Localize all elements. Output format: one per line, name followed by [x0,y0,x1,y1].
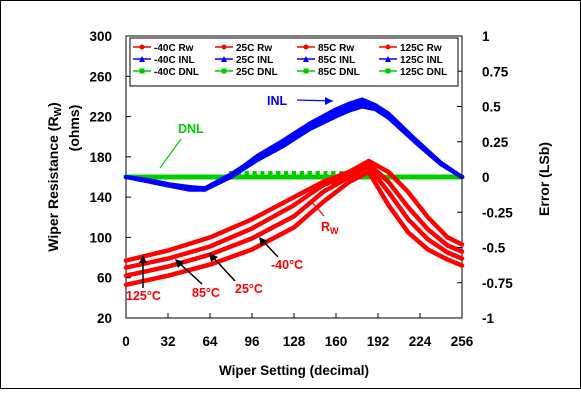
y-right-tick-label: -1 [482,311,494,326]
legend-marker [139,44,145,50]
dnl-mark [268,171,273,177]
y-left-tick-label: 140 [89,190,112,205]
legend-label-85c-inl: 85C INL [318,55,355,66]
legend-marker [139,56,145,62]
y-axis-right-title: Error (LSb) [536,142,552,216]
x-tick-label: 0 [122,334,130,349]
series-layer [123,97,465,288]
legend-marker [385,56,391,62]
legend-label-85c-dnl: 85C DNL [318,67,360,78]
annotation-temp-minus40: -40°C [271,258,303,272]
series-40c-rw [123,158,465,263]
annotation-temp-85: 85°C [192,286,220,300]
y-left-tick-label: 60 [97,271,112,286]
series-125c-inl [124,98,464,191]
legend-label-125c-rw: 125C Rw [400,43,442,54]
legend-label-125c-dnl: 125C DNL [400,67,447,78]
dnl-mark [260,171,265,177]
dnl-mark [315,171,320,177]
annotation-temp-85-arrowhead [175,259,184,268]
x-tick-label: 64 [202,334,218,349]
y-right-tick-label: 0 [482,170,490,185]
x-tick-label: 192 [367,334,390,349]
y-right-tick-label: 0.75 [482,64,509,79]
series-125c-rw [123,169,465,288]
legend-marker [385,44,391,50]
legend-marker [221,56,227,62]
dnl-mark [323,171,328,177]
legend-marker [303,44,309,50]
legend-label-85c-rw: 85C Rw [318,43,354,54]
x-tick-label: 256 [451,334,474,349]
y-right-tick-label: 0.25 [482,135,509,150]
legend-label-25c-rw: 25C Rw [236,43,272,54]
annotation-rw-pointer [310,200,325,217]
x-tick-label: 32 [160,334,175,349]
x-tick-label: 224 [409,334,432,349]
annotation-temp-125-arrowhead [139,255,147,263]
annotation-temp-25-arrowhead [209,253,218,262]
annotation-temp-minus40-arrowhead [259,237,268,246]
y-left-tick-label: 180 [89,150,112,165]
dnl-mark [299,171,304,177]
dnl-mark [307,171,312,177]
x-axis-title: Wiper Setting (decimal) [219,363,369,378]
legend-marker [303,68,309,74]
annotation-rw: RW [321,220,339,236]
y-axis-left-title: Wiper Resistance (RW) [45,102,64,251]
x-tick-label: 96 [244,334,260,349]
legend-label-40c-inl: -40C INL [154,55,195,66]
y-right-tick-label: 0.5 [482,100,501,115]
y-left-tick-label: 260 [89,69,112,84]
annotation-temp-25: 25°C [235,282,263,296]
legend-label-125c-inl: 125C INL [400,55,443,66]
x-tick-label: 160 [325,334,348,349]
annotation-inl-arrowhead [325,97,333,105]
legend-label-40c-dnl: -40C DNL [154,67,199,78]
dnl-mark [331,171,336,177]
y-right-tick-label: 1 [482,29,490,44]
dnl-mark [244,171,249,177]
dnl-mark [292,171,296,177]
annotation-dnl-pointer [159,138,182,169]
legend-label-40c-rw: -40C Rw [154,43,194,54]
y-left-tick-label: 220 [89,110,112,125]
legend-marker [221,44,227,50]
annotation-temp-125: 125°C [126,289,161,303]
legend-marker [221,68,227,74]
annotation-temp-85-arrow [177,261,203,285]
legend-marker [139,68,145,74]
annotation-inl: INL [267,94,288,108]
x-tick-label: 128 [283,334,306,349]
legend-marker [303,56,309,62]
legend-box [129,37,459,87]
y-left-tick-label: 100 [89,230,112,245]
annotation-dnl: DNL [178,122,204,136]
y-right-tick-label: -0.25 [482,205,513,220]
y-left-tick-label: 20 [97,311,112,326]
y-right-tick-label: -0.75 [482,276,513,291]
dnl-mark [276,171,281,177]
legend-marker [385,68,391,74]
legend-label-25c-inl: 25C INL [236,55,273,66]
annotation-temp-25-arrow [211,255,236,282]
dnl-mark [284,171,289,177]
ticks-layer: 0 32 64 96 128 160 192 224 256300260220180140100… [89,29,513,349]
dnl-mark [252,171,257,177]
y-left-tick-label: 300 [89,29,112,44]
y-right-tick-label: -0.5 [482,241,506,256]
legend-label-25c-dnl: 25C DNL [236,67,278,78]
legend: -40C Rw 25C Rw 85C Rw 125C Rw -40C INL 25C IN… [133,43,447,78]
y-axis-left-unit: (ohms) [66,105,82,152]
